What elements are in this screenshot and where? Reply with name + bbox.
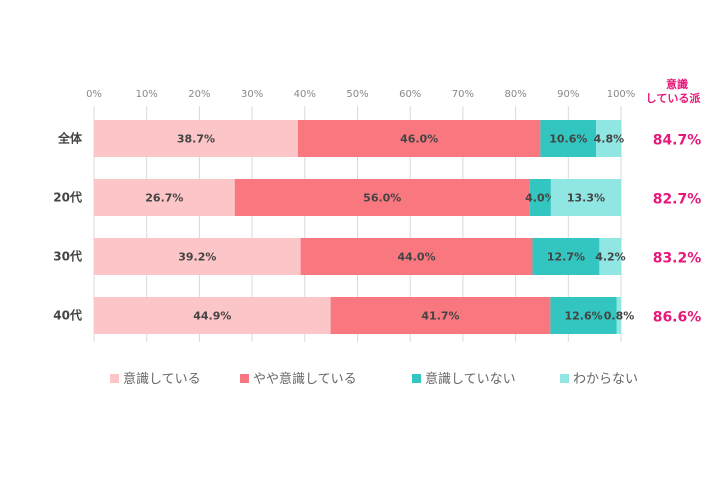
legend-swatch xyxy=(412,374,421,383)
data-label: 44.9% xyxy=(193,310,231,323)
side-value: 82.7% xyxy=(653,192,702,208)
legend-label: やや意識している xyxy=(253,371,357,387)
data-label: 4.0% xyxy=(525,192,556,205)
side-value: 86.6% xyxy=(653,310,702,326)
data-label: 0.8% xyxy=(604,310,635,323)
x-tick-label: 80% xyxy=(504,89,526,100)
bar-segment xyxy=(616,297,621,334)
legend-label: 意識していない xyxy=(425,371,516,387)
legend-label: わからない xyxy=(573,372,638,387)
bar-segment xyxy=(330,297,551,334)
data-label: 10.6% xyxy=(549,133,587,146)
bar-segment xyxy=(94,297,331,334)
data-label: 39.2% xyxy=(178,251,216,264)
legend-swatch xyxy=(560,374,569,383)
bar-segment xyxy=(94,179,235,216)
data-label: 44.0% xyxy=(397,251,435,264)
legend-swatch xyxy=(110,374,119,383)
data-label: 56.0% xyxy=(363,192,401,205)
data-label: 4.2% xyxy=(595,251,626,264)
bar-segment xyxy=(596,120,622,157)
bar-segment xyxy=(94,120,298,157)
x-tick-label: 20% xyxy=(188,89,210,100)
x-tick-label: 0% xyxy=(86,89,102,100)
data-label: 38.7% xyxy=(177,133,215,146)
bar-segment xyxy=(532,238,600,275)
data-label: 41.7% xyxy=(421,310,459,323)
legend-label: 意識している xyxy=(123,371,201,387)
category-label: 全体 xyxy=(57,131,83,146)
x-tick-label: 50% xyxy=(346,89,368,100)
side-column-header: している派 xyxy=(646,92,702,105)
side-column-header: 意識 xyxy=(666,77,688,91)
side-value: 84.7% xyxy=(653,133,702,149)
bar-segment xyxy=(599,238,622,275)
bar-segment xyxy=(540,120,597,157)
category-label: 30代 xyxy=(53,249,82,264)
data-label: 4.8% xyxy=(594,133,625,146)
x-tick-label: 60% xyxy=(399,89,421,100)
legend-swatch xyxy=(240,374,249,383)
data-label: 12.7% xyxy=(547,251,585,264)
bar-segment xyxy=(234,179,530,216)
data-label: 12.6% xyxy=(564,310,602,323)
category-label: 40代 xyxy=(53,308,82,323)
x-tick-label: 70% xyxy=(452,89,474,100)
x-tick-label: 30% xyxy=(241,89,263,100)
data-label: 26.7% xyxy=(145,192,183,205)
x-tick-label: 90% xyxy=(557,89,579,100)
side-value: 83.2% xyxy=(653,251,702,267)
bar-segment xyxy=(529,179,551,216)
x-tick-label: 100% xyxy=(607,89,636,100)
bar-segment xyxy=(297,120,541,157)
x-tick-label: 40% xyxy=(294,89,316,100)
category-label: 20代 xyxy=(53,190,82,205)
x-tick-label: 10% xyxy=(136,89,158,100)
bar-segment xyxy=(300,238,533,275)
bar-segment xyxy=(550,179,621,216)
bar-segment xyxy=(550,297,617,334)
bar-segment xyxy=(94,238,301,275)
data-label: 46.0% xyxy=(400,133,438,146)
data-label: 13.3% xyxy=(567,192,605,205)
